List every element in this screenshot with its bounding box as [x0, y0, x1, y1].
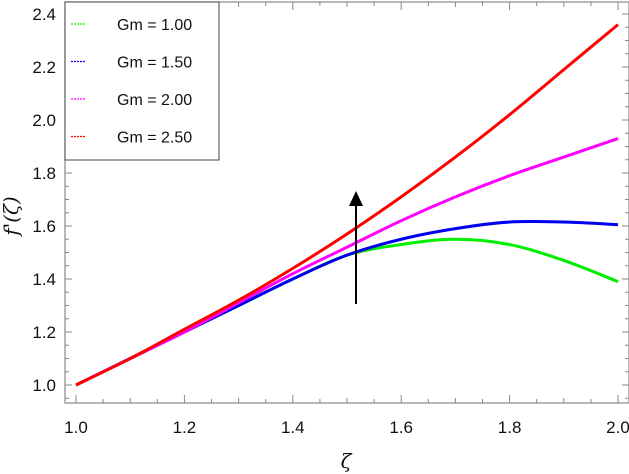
y-tick-label: 2.0 — [32, 111, 56, 130]
y-tick-label: 1.0 — [32, 376, 56, 395]
x-tick-label: 1.8 — [498, 418, 522, 437]
y-tick-label: 1.2 — [32, 323, 56, 342]
y-tick-label: 1.6 — [32, 217, 56, 236]
y-axis-ticks: 1.0 1.2 1.4 1.6 1.8 2.0 2.2 2.4 — [32, 5, 629, 399]
legend-label: Gm = 1.00 — [117, 17, 192, 34]
legend-box — [64, 1, 220, 161]
legend-label: Gm = 1.50 — [117, 55, 192, 72]
series-line — [75, 237, 619, 387]
legend: Gm = 1.00 Gm = 1.50 Gm = 2.00 Gm = 2.50 — [64, 1, 220, 161]
y-tick-label: 2.2 — [32, 58, 56, 77]
legend-label: Gm = 2.50 — [117, 130, 192, 147]
y-tick-label: 2.4 — [32, 5, 56, 24]
x-tick-label: 1.0 — [64, 418, 88, 437]
x-tick-label: 1.2 — [173, 418, 197, 437]
legend-label: Gm = 2.00 — [117, 92, 192, 109]
series-line — [75, 137, 619, 387]
y-tick-label: 1.8 — [32, 164, 56, 183]
x-tick-label: 2.0 — [606, 418, 629, 437]
x-tick-label: 1.6 — [389, 418, 413, 437]
series-line — [75, 23, 619, 387]
y-tick-label: 1.4 — [32, 270, 56, 289]
x-axis-title: ζ — [341, 449, 353, 473]
y-axis-title: f'(ζ) — [0, 196, 23, 237]
x-tick-label: 1.4 — [281, 418, 305, 437]
increase-arrow-icon — [349, 191, 363, 304]
data-series — [75, 23, 619, 387]
